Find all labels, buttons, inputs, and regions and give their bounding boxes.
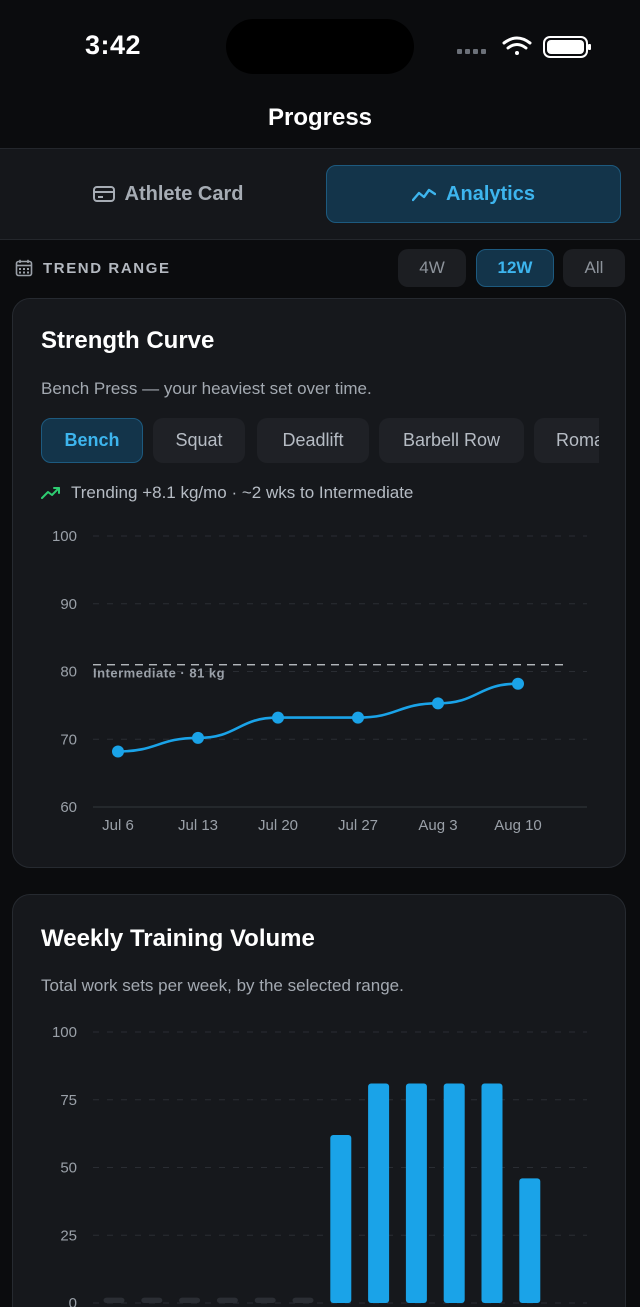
range-chip-4w[interactable]: 4W: [398, 249, 466, 287]
cellular-signal-icon: [457, 49, 486, 54]
tab-analytics[interactable]: Analytics: [326, 165, 621, 223]
dynamic-island: [226, 19, 414, 74]
trend-range-label: TREND RANGE: [15, 259, 171, 277]
x-tick-label: Jul 13: [178, 817, 218, 834]
status-icons: [457, 36, 591, 58]
y-tick-label: 100: [52, 1024, 77, 1041]
tab-analytics-label: Analytics: [446, 182, 535, 205]
exercise-tab-deadlift[interactable]: Deadlift: [257, 418, 369, 463]
y-tick-label: 90: [60, 596, 77, 613]
status-bar: 3:42: [0, 0, 640, 95]
bar: [254, 1297, 276, 1303]
exercise-tab-romanian[interactable]: Roma: [534, 418, 599, 463]
y-tick-label: 100: [52, 528, 77, 545]
range-chip-12w[interactable]: 12W: [476, 249, 554, 287]
trend-chart-icon: [412, 188, 437, 202]
data-point: [272, 711, 284, 724]
bar: [330, 1134, 352, 1303]
data-point: [112, 745, 124, 758]
calendar-icon: [15, 259, 33, 277]
strength-card-title: Strength Curve: [41, 327, 215, 354]
data-point: [432, 697, 444, 710]
trend-range-row: TREND RANGE 4W 12W All: [0, 241, 640, 297]
y-tick-label: 70: [60, 731, 77, 748]
exercise-selector: Bench Squat Deadlift Barbell Row Roma: [41, 418, 599, 464]
series-line: [117, 682, 519, 753]
weekly-volume-bar-chart: 0 25 50 75 100: [52, 1024, 587, 1307]
trend-indicator: Trending +8.1 kg/mo · ~2 wks to Intermed…: [41, 483, 413, 503]
wifi-icon: [502, 36, 532, 55]
bar: [216, 1297, 238, 1303]
y-tick-label: 50: [60, 1160, 77, 1177]
bar: [443, 1083, 465, 1303]
exercise-tab-squat[interactable]: Squat: [153, 418, 245, 463]
x-tick-label: Aug 3: [418, 817, 457, 834]
x-tick-label: Jul 20: [258, 817, 298, 834]
volume-card-subtitle: Total work sets per week, by the selecte…: [41, 976, 404, 995]
bar: [368, 1083, 390, 1303]
y-tick-label: 80: [60, 664, 77, 681]
bar: [103, 1297, 125, 1303]
data-point: [352, 711, 364, 724]
reference-line-label: Intermediate · 81 kg: [93, 666, 225, 681]
status-time: 3:42: [85, 30, 142, 60]
bar: [141, 1297, 163, 1303]
battery-icon: [543, 36, 591, 58]
y-tick-label: 60: [60, 799, 77, 816]
y-tick-label: 75: [60, 1092, 77, 1109]
bar: [405, 1083, 427, 1303]
tab-athlete-card-label: Athlete Card: [124, 182, 244, 205]
bar: [481, 1083, 503, 1303]
range-chip-all[interactable]: All: [563, 249, 625, 287]
bar: [519, 1178, 541, 1303]
page-title: Progress: [267, 104, 373, 131]
bar: [179, 1297, 201, 1303]
exercise-tab-bench[interactable]: Bench: [41, 418, 143, 463]
tab-athlete-card[interactable]: Athlete Card: [20, 165, 316, 223]
strength-card-subtitle: Bench Press — your heaviest set over tim…: [41, 379, 372, 398]
volume-card-title: Weekly Training Volume: [41, 925, 315, 952]
trend-text: Trending +8.1 kg/mo · ~2 wks to Intermed…: [71, 483, 414, 502]
y-tick-label: 0: [69, 1295, 77, 1307]
x-tick-label: Jul 6: [102, 817, 134, 834]
strength-curve-card: Strength Curve Bench Press — your heavie…: [12, 298, 626, 868]
card-icon: [92, 186, 115, 202]
x-tick-label: Jul 27: [338, 817, 378, 834]
weekly-volume-card: Weekly Training Volume Total work sets p…: [12, 894, 626, 1307]
data-point: [512, 677, 524, 690]
data-point: [192, 731, 204, 744]
exercise-tab-barbell-row[interactable]: Barbell Row: [379, 418, 524, 463]
view-segmented-control: Athlete Card Analytics: [0, 148, 640, 240]
bar: [292, 1297, 314, 1303]
trend-up-icon: [41, 487, 60, 499]
y-tick-label: 25: [60, 1227, 77, 1244]
trend-range-text: TREND RANGE: [43, 259, 171, 277]
x-tick-label: Aug 10: [494, 817, 542, 834]
strength-line-chart: 60 70 80 90 100 Jul 6 Jul 13 Jul 20 Jul 27 Aug 3 A…: [52, 528, 587, 834]
